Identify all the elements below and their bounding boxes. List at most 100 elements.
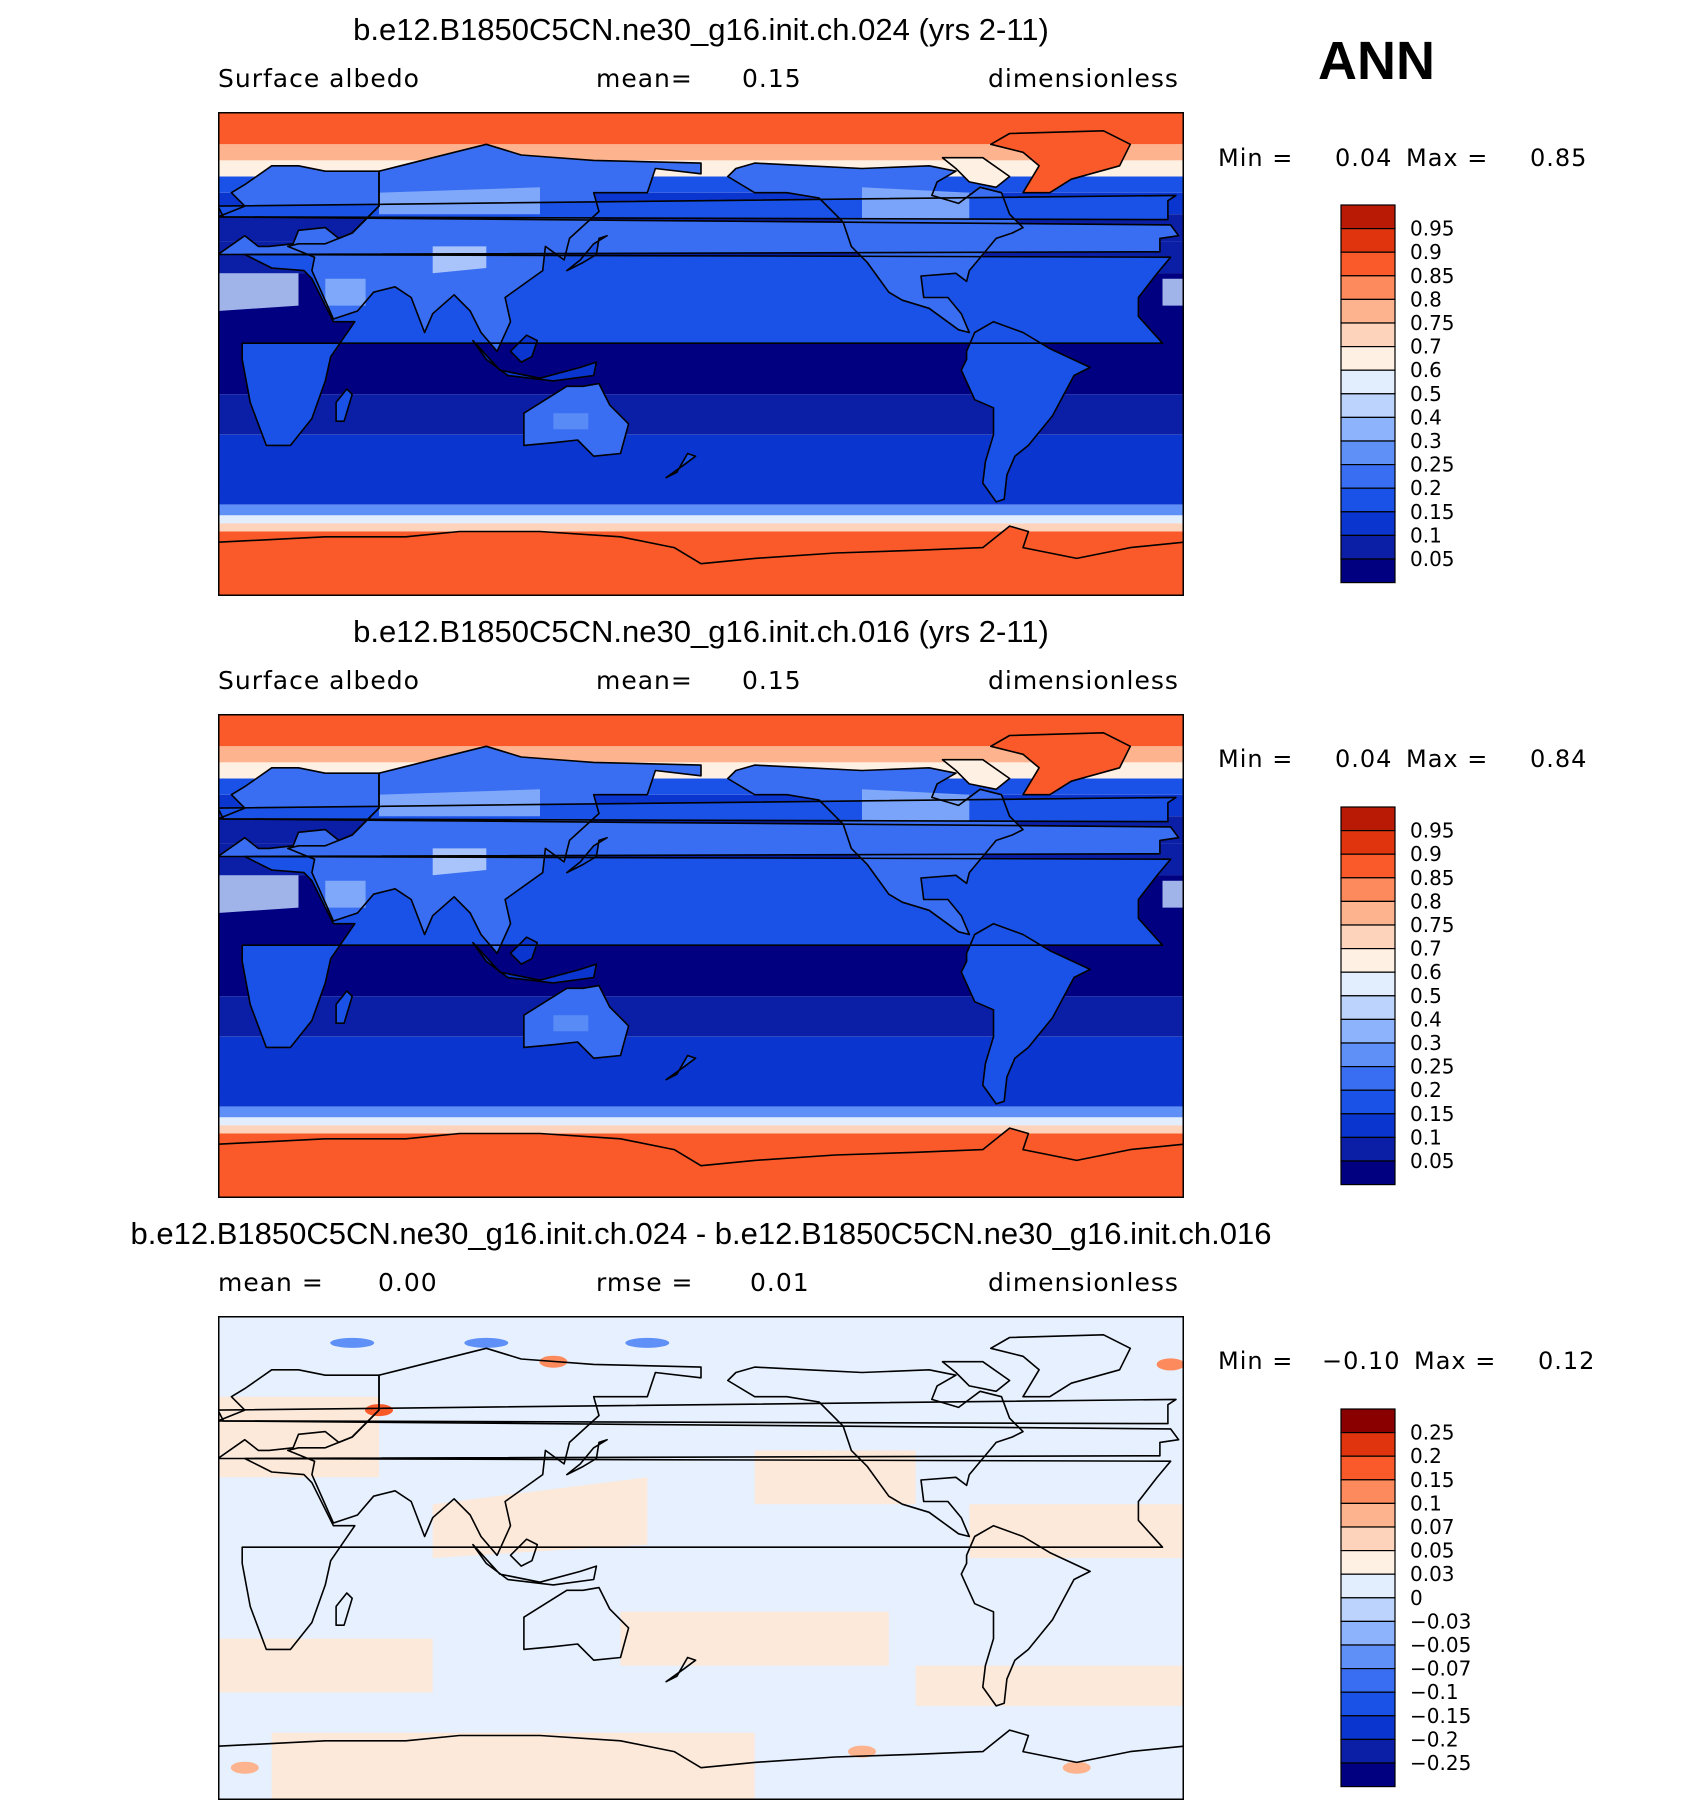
panel-3-colorbar-tick-label: 0.2 <box>1410 1444 1442 1468</box>
panel-2-albedo-field <box>218 714 1184 1198</box>
panel-3-colorbar-box <box>1340 1432 1396 1457</box>
panel-2-colorbar-tick-label: 0.9 <box>1410 842 1442 866</box>
panel-1-colorbar-tick-label: 0.95 <box>1410 217 1455 241</box>
panel-3-rmse-label: rmse = <box>596 1268 694 1297</box>
panel-3-difference-field <box>218 1316 1184 1800</box>
panel-1-colorbar-tick-label: 0.1 <box>1410 523 1442 547</box>
panel-2-colorbar-box <box>1340 948 1396 973</box>
panel-3-colorbar-box <box>1340 1455 1396 1481</box>
panel-3-colorbar-tick-label: 0.25 <box>1410 1421 1455 1445</box>
panel-1-colorbar-box <box>1340 275 1396 301</box>
panel-2-colorbar-box <box>1340 1042 1396 1068</box>
panel-2-max-label: Max = <box>1406 745 1489 773</box>
panel-2-colorbar-box <box>1340 971 1396 997</box>
panel-1-colorbar-tick-label: 0.05 <box>1410 547 1455 571</box>
panel-1-colorbar-tick-label: 0.25 <box>1410 453 1455 477</box>
panel-1-map <box>218 112 1184 596</box>
panel-1-colorbar-box <box>1340 251 1396 277</box>
panel-3-colorbar-tick-label: −0.03 <box>1410 1609 1471 1633</box>
panel-1-colorbar-box <box>1340 228 1396 253</box>
panel-3-colorbar-tick-label: 0.07 <box>1410 1515 1455 1539</box>
panel-3-colorbar-tick-label: −0.05 <box>1410 1633 1471 1657</box>
panel-3-colorbar-tick-label: 0.03 <box>1410 1562 1455 1586</box>
panel-3-colorbar-box <box>1340 1408 1396 1434</box>
panel-3-colorbar-box <box>1340 1526 1396 1552</box>
panel-1-colorbar-box <box>1340 487 1396 513</box>
panel-2-colorbar-tick-label: 0.25 <box>1410 1055 1455 1079</box>
panel-2-units-label: dimensionless <box>988 666 1179 695</box>
panel-3-rmse-value: 0.01 <box>750 1268 810 1297</box>
panel-1-colorbar-tick-label: 0.75 <box>1410 311 1455 335</box>
panel-1-variable-label: Surface albedo <box>218 64 420 93</box>
panel-3-colorbar-box <box>1340 1550 1396 1575</box>
panel-2-colorbar-box <box>1340 1136 1396 1162</box>
panel-1-colorbar-box <box>1340 464 1396 489</box>
panel-2-colorbar-box <box>1340 1113 1396 1138</box>
panel-2-variable-label: Surface albedo <box>218 666 420 695</box>
panel-1-colorbar-box <box>1340 204 1396 230</box>
panel-3-colorbar-tick-label: −0.25 <box>1410 1751 1471 1775</box>
panel-3-colorbar-box <box>1340 1479 1396 1505</box>
panel-2-colorbar-box <box>1340 1066 1396 1091</box>
panel-2-colorbar-box <box>1340 853 1396 879</box>
panel-3-colorbar-tick-label: 0.05 <box>1410 1539 1455 1563</box>
panel-3-colorbar-tick-label: −0.2 <box>1410 1727 1459 1751</box>
panel-2-colorbar-box <box>1340 995 1396 1021</box>
panel-1-coastlines <box>218 129 1184 596</box>
panel-1-colorbar-box <box>1340 558 1396 584</box>
panel-1-colorbar-tick-label: 0.3 <box>1410 429 1442 453</box>
panel-2-colorbar-box <box>1340 806 1396 832</box>
panel-3-min-value: −0.10 <box>1322 1347 1401 1375</box>
panel-1-colorbar-tick-label: 0.15 <box>1410 500 1455 524</box>
panel-2-colorbar: 0.950.90.850.80.750.70.60.50.40.30.250.2… <box>1340 806 1455 1186</box>
panel-1-colorbar-tick-label: 0.85 <box>1410 264 1455 288</box>
panel-2-colorbar-tick-label: 0.95 <box>1410 819 1455 843</box>
panel-1-colorbar-box <box>1340 534 1396 560</box>
panel-1-mean-label: mean= <box>596 64 693 93</box>
panel-2-colorbar-tick-label: 0.5 <box>1410 984 1442 1008</box>
panel-1-units-label: dimensionless <box>988 64 1179 93</box>
season-label: ANN <box>1318 31 1435 91</box>
panel-2-colorbar-box <box>1340 1018 1396 1044</box>
panel-3-colorbar-box <box>1340 1644 1396 1670</box>
panel-3-coastlines <box>218 1333 1184 1800</box>
panel-2-coastlines <box>218 731 1184 1198</box>
panel-3-colorbar-box <box>1340 1738 1396 1764</box>
panel-2-colorbar-tick-label: 0.7 <box>1410 937 1442 961</box>
panel-1-min-label: Min = <box>1218 144 1294 172</box>
panel-3-colorbar: 0.250.20.150.10.070.050.030−0.03−0.05−0.… <box>1340 1408 1471 1788</box>
panel-2-colorbar-tick-label: 0.85 <box>1410 866 1455 890</box>
panel-3-colorbar-box <box>1340 1620 1396 1646</box>
panel-3-min-label: Min = <box>1218 1347 1294 1375</box>
panel-1-colorbar-box <box>1340 298 1396 324</box>
panel-1-colorbar-tick-label: 0.4 <box>1410 405 1442 429</box>
panel-1-colorbar-box <box>1340 322 1396 348</box>
panel-2-colorbar-tick-label: 0.75 <box>1410 913 1455 937</box>
panel-3-max-value: 0.12 <box>1538 1347 1596 1375</box>
panel-1-colorbar-box <box>1340 346 1396 371</box>
panel-3-title: b.e12.B1850C5CN.ne30_g16.init.ch.024 - b… <box>130 1216 1272 1251</box>
panel-2-colorbar-tick-label: 0.1 <box>1410 1125 1442 1149</box>
panel-2-colorbar-tick-label: 0.05 <box>1410 1149 1455 1173</box>
panel-3-map <box>218 1316 1184 1800</box>
panel-1-colorbar: 0.950.90.850.80.750.70.60.50.40.30.250.2… <box>1340 204 1455 584</box>
panel-1-colorbar-tick-label: 0.7 <box>1410 335 1442 359</box>
panel-3-colorbar-tick-label: −0.07 <box>1410 1657 1471 1681</box>
panel-2-colorbar-box <box>1340 830 1396 855</box>
panel-2-colorbar-tick-label: 0.2 <box>1410 1078 1442 1102</box>
panel-1-max-value: 0.85 <box>1530 144 1588 172</box>
panel-2-colorbar-tick-label: 0.4 <box>1410 1007 1442 1031</box>
panel-3-colorbar-tick-label: −0.15 <box>1410 1704 1471 1728</box>
panel-3-colorbar-box <box>1340 1691 1396 1717</box>
panel-3-colorbar-tick-label: 0.15 <box>1410 1468 1455 1492</box>
panel-3-max-label: Max = <box>1414 1347 1497 1375</box>
panel-1-colorbar-tick-label: 0.2 <box>1410 476 1442 500</box>
panel-1-min-value: 0.04 <box>1335 144 1393 172</box>
panel-1-colorbar-tick-label: 0.8 <box>1410 287 1442 311</box>
panel-2-colorbar-box <box>1340 1160 1396 1186</box>
panel-3-colorbar-box <box>1340 1715 1396 1740</box>
panel-2-colorbar-box <box>1340 877 1396 903</box>
panel-2-colorbar-tick-label: 0.3 <box>1410 1031 1442 1055</box>
panel-2-colorbar-tick-label: 0.15 <box>1410 1102 1455 1126</box>
